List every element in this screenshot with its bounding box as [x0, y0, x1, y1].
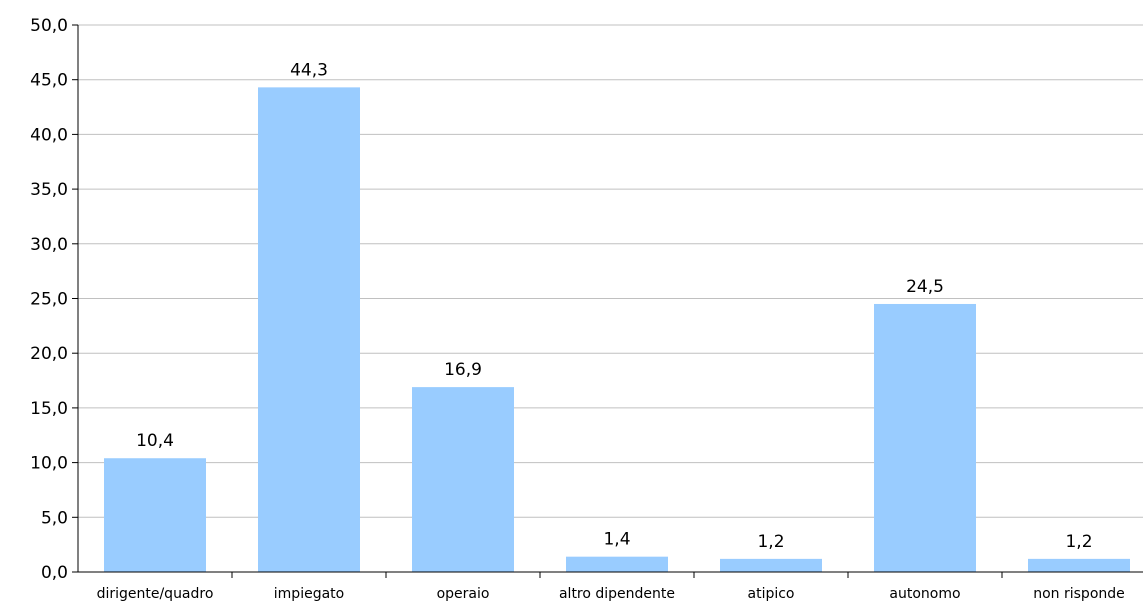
- y-tick-label: 10,0: [30, 454, 68, 474]
- labels: 0,0 5,0 10,0 15,0 20,0 25,0 30,0 35,0 40,0 45,0 50…: [30, 16, 1125, 602]
- x-tick-label: operaio: [437, 586, 490, 602]
- x-tick-label: autonomo: [889, 586, 960, 602]
- y-tick-label: 0,0: [41, 563, 68, 583]
- bar-1: [104, 458, 206, 572]
- x-tick-label: non risponde: [1033, 586, 1125, 602]
- y-tick-label: 15,0: [30, 399, 68, 419]
- y-tick-label: 45,0: [30, 71, 68, 91]
- x-tick-label: dirigente/quadro: [97, 586, 214, 602]
- data-label: 24,5: [906, 277, 944, 297]
- x-tick-label: altro dipendente: [559, 586, 675, 602]
- data-label: 16,9: [444, 360, 482, 380]
- bars: [104, 87, 1130, 572]
- y-tick-label: 25,0: [30, 290, 68, 310]
- bar-5: [720, 558, 822, 572]
- x-tick-label: atipico: [748, 586, 795, 602]
- y-tick-label: 5,0: [41, 508, 68, 528]
- bar-6: [874, 303, 976, 572]
- y-tick-label: 30,0: [30, 235, 68, 255]
- y-tick-label: 40,0: [30, 125, 68, 145]
- bar-2: [258, 87, 360, 572]
- data-label: 44,3: [290, 60, 328, 80]
- y-tick-label: 20,0: [30, 344, 68, 364]
- gridlines: [78, 24, 1143, 518]
- bar-4: [566, 556, 668, 572]
- y-tick-label: 35,0: [30, 180, 68, 200]
- data-label: 1,2: [1065, 532, 1092, 552]
- data-label: 1,4: [603, 530, 630, 550]
- axes: [72, 24, 1143, 578]
- data-label: 10,4: [136, 431, 174, 451]
- data-label: 1,2: [757, 532, 784, 552]
- bar-3: [412, 387, 514, 572]
- x-tick-label: impiegato: [274, 586, 344, 602]
- y-tick-label: 50,0: [30, 16, 68, 36]
- bar-7: [1028, 558, 1130, 572]
